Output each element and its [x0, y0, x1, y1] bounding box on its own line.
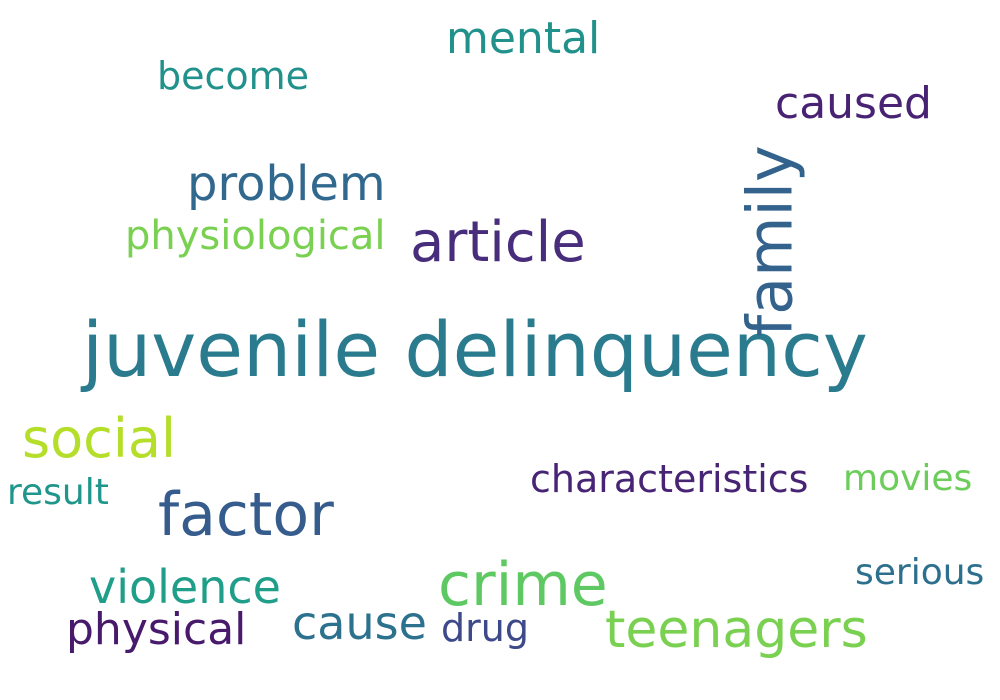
- word-become: become: [157, 54, 310, 98]
- word-result: result: [7, 472, 109, 513]
- word-social: social: [22, 407, 176, 470]
- word-characteristics: characteristics: [530, 457, 809, 501]
- word-family: family: [733, 145, 807, 337]
- word-movies: movies: [843, 458, 973, 499]
- word-crime: crime: [438, 550, 608, 620]
- word-physiological: physiological: [125, 213, 386, 259]
- word-serious: serious: [855, 552, 985, 593]
- word-drug: drug: [441, 606, 529, 650]
- word-problem: problem: [187, 156, 386, 212]
- word-article: article: [410, 210, 586, 275]
- word-mental: mental: [446, 13, 601, 64]
- word-physical: physical: [66, 604, 247, 655]
- word-caused: caused: [775, 78, 932, 129]
- word-violence: violence: [89, 560, 281, 614]
- word-juvenile-delinquency: juvenile delinquency: [82, 305, 868, 394]
- word-cause: cause: [292, 596, 427, 650]
- word-factor: factor: [158, 480, 334, 550]
- word-teenagers: teenagers: [605, 600, 868, 660]
